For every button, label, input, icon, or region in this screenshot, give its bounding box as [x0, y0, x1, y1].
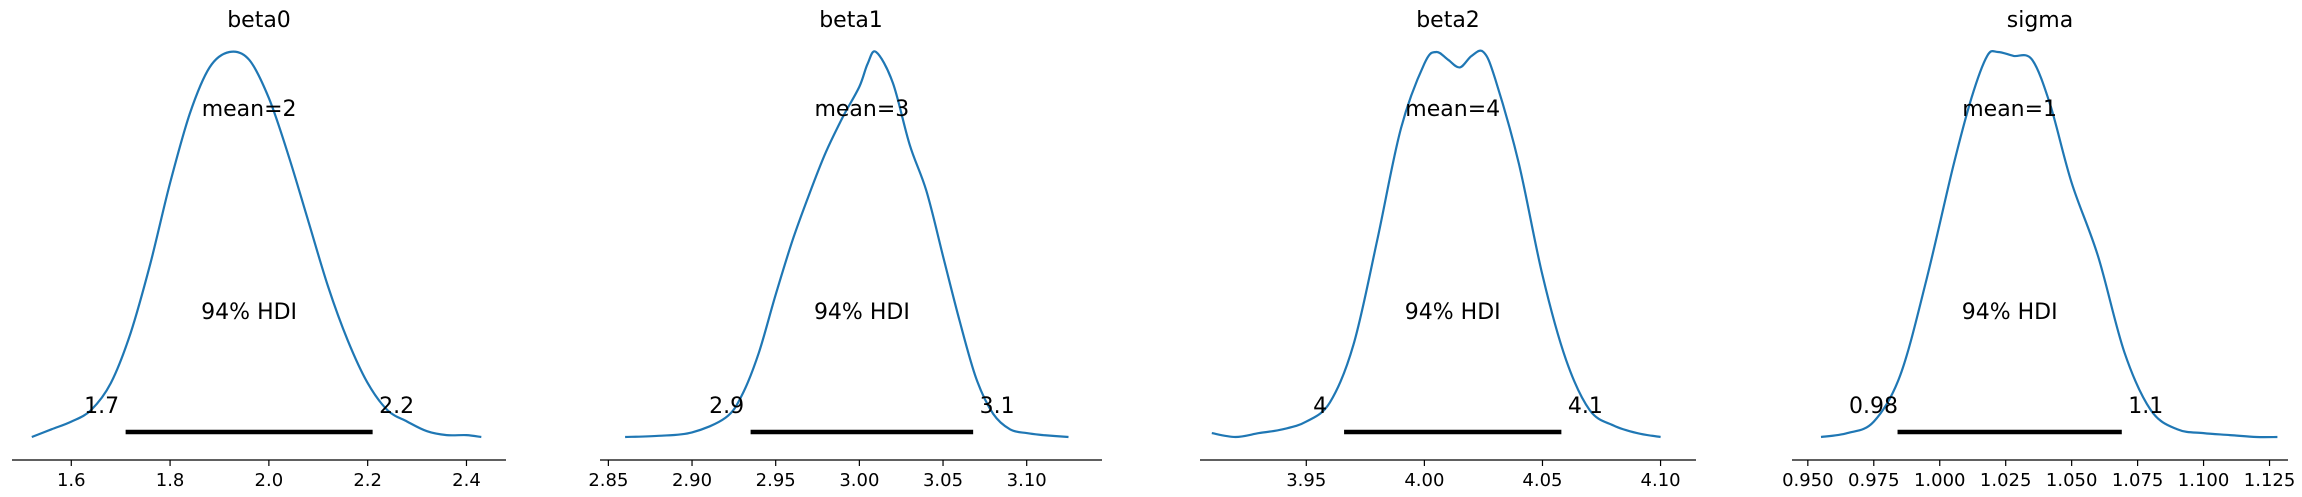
density-line: [625, 50, 1069, 439]
x-tick-label: 2.4: [452, 470, 481, 491]
hdi-label: 94% HDI: [1405, 300, 1501, 325]
x-tick-label: 1.050: [2046, 470, 2098, 491]
x-tick-label: 2.85: [588, 470, 628, 491]
hdi-label: 94% HDI: [814, 300, 910, 325]
hdi-high-label: 2.2: [379, 394, 414, 419]
x-tick-label: 3.00: [839, 470, 879, 491]
posterior-panel-beta2: beta2 mean=4 94% HDI 4 4.1 3.95 4.00 4.05 4.10: [1200, 8, 1696, 491]
mean-label: mean=4: [1405, 97, 1500, 122]
panel-title: sigma: [2007, 8, 2073, 33]
mean-label: mean=2: [202, 97, 297, 122]
hdi-low-label: 1.7: [84, 394, 119, 419]
hdi-low-label: 4: [1313, 394, 1327, 419]
x-tick-label: 4.10: [1641, 470, 1681, 491]
x-tick-label: 1.6: [57, 470, 86, 491]
density-line: [1211, 49, 1661, 439]
panel-title: beta2: [1416, 8, 1480, 33]
posterior-panel-sigma: sigma mean=1 94% HDI 0.98 1.1 0.950 0.975 1.000…: [1782, 8, 2295, 491]
x-tick-label: 4.05: [1522, 470, 1562, 491]
x-tick-label: 2.95: [756, 470, 796, 491]
mean-label: mean=3: [814, 97, 909, 122]
x-tick-label: 3.05: [923, 470, 963, 491]
x-tick-label: 1.8: [156, 470, 185, 491]
x-tick-label: 0.975: [1848, 470, 1900, 491]
x-tick-label: 0.950: [1782, 470, 1834, 491]
hdi-label: 94% HDI: [1962, 300, 2058, 325]
hdi-high-label: 3.1: [980, 394, 1015, 419]
hdi-label: 94% HDI: [201, 300, 297, 325]
panel-title: beta1: [819, 8, 883, 33]
x-tick-label: 2.90: [672, 470, 712, 491]
x-tick-label: 2.0: [255, 470, 284, 491]
x-tick-label: 1.025: [1980, 470, 2032, 491]
panel-title: beta0: [227, 8, 291, 33]
posterior-panel-beta1: beta1 mean=3 94% HDI 2.9 3.1 2.85 2.90 2.95 3.00…: [588, 8, 1102, 491]
mean-label: mean=1: [1962, 97, 2057, 122]
x-tick-label: 2.2: [353, 470, 382, 491]
x-tick-label: 1.100: [2178, 470, 2230, 491]
x-tick-label: 3.95: [1286, 470, 1326, 491]
posterior-panel-beta0: beta0 mean=2 94% HDI 1.7 2.2 1.6 1.8 2.0 2.2 2.4: [12, 8, 506, 491]
hdi-low-label: 0.98: [1849, 394, 1898, 419]
hdi-high-label: 4.1: [1568, 394, 1603, 419]
x-tick-label: 1.125: [2244, 470, 2296, 491]
x-tick-label: 4.00: [1404, 470, 1444, 491]
density-line: [31, 50, 482, 439]
x-tick-label: 3.10: [1007, 470, 1047, 491]
hdi-high-label: 1.1: [2128, 394, 2163, 419]
x-tick-label: 1.000: [1914, 470, 1966, 491]
hdi-low-label: 2.9: [709, 394, 744, 419]
density-line: [1820, 49, 2278, 439]
x-tick-label: 1.075: [2112, 470, 2164, 491]
